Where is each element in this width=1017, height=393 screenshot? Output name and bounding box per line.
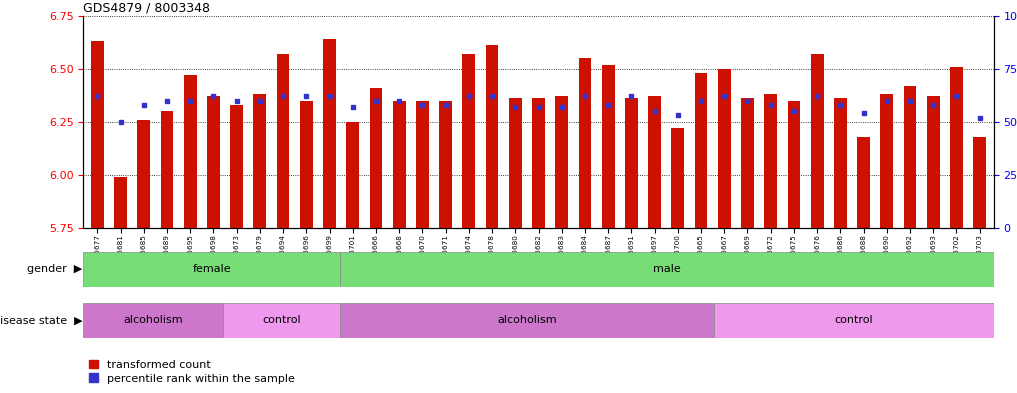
- Bar: [532, 99, 545, 228]
- Bar: [904, 86, 916, 228]
- Bar: [486, 46, 498, 228]
- Bar: [714, 303, 994, 338]
- Bar: [91, 41, 104, 228]
- Bar: [741, 99, 754, 228]
- Text: control: control: [834, 315, 873, 325]
- Legend: transformed count, percentile rank within the sample: transformed count, percentile rank withi…: [88, 360, 295, 384]
- Bar: [277, 54, 290, 228]
- Bar: [671, 128, 684, 228]
- Bar: [718, 69, 730, 228]
- Bar: [137, 120, 151, 228]
- Bar: [224, 303, 340, 338]
- Bar: [811, 54, 824, 228]
- Bar: [555, 96, 569, 228]
- Text: male: male: [653, 264, 680, 274]
- Bar: [881, 94, 893, 228]
- Bar: [463, 54, 475, 228]
- Bar: [602, 64, 614, 228]
- Text: gender  ▶: gender ▶: [27, 264, 82, 274]
- Bar: [416, 101, 429, 228]
- Bar: [508, 99, 522, 228]
- Text: alcoholism: alcoholism: [124, 315, 183, 325]
- Bar: [625, 99, 638, 228]
- Bar: [695, 73, 708, 228]
- Bar: [787, 101, 800, 228]
- Bar: [83, 303, 224, 338]
- Bar: [207, 96, 220, 228]
- Bar: [648, 96, 661, 228]
- Bar: [926, 96, 940, 228]
- Bar: [973, 137, 986, 228]
- Bar: [184, 75, 196, 228]
- Bar: [300, 101, 312, 228]
- Bar: [857, 137, 870, 228]
- Bar: [340, 303, 714, 338]
- Bar: [340, 252, 994, 287]
- Bar: [253, 94, 266, 228]
- Text: disease state  ▶: disease state ▶: [0, 315, 82, 325]
- Bar: [439, 101, 452, 228]
- Bar: [161, 111, 173, 228]
- Bar: [579, 58, 591, 228]
- Text: female: female: [192, 264, 231, 274]
- Bar: [230, 105, 243, 228]
- Bar: [323, 39, 336, 228]
- Text: control: control: [262, 315, 301, 325]
- Bar: [114, 177, 127, 228]
- Bar: [834, 99, 847, 228]
- Text: GDS4879 / 8003348: GDS4879 / 8003348: [83, 2, 211, 15]
- Bar: [393, 101, 406, 228]
- Bar: [347, 122, 359, 228]
- Bar: [950, 67, 963, 228]
- Text: alcoholism: alcoholism: [497, 315, 556, 325]
- Bar: [765, 94, 777, 228]
- Bar: [369, 88, 382, 228]
- Bar: [83, 252, 340, 287]
